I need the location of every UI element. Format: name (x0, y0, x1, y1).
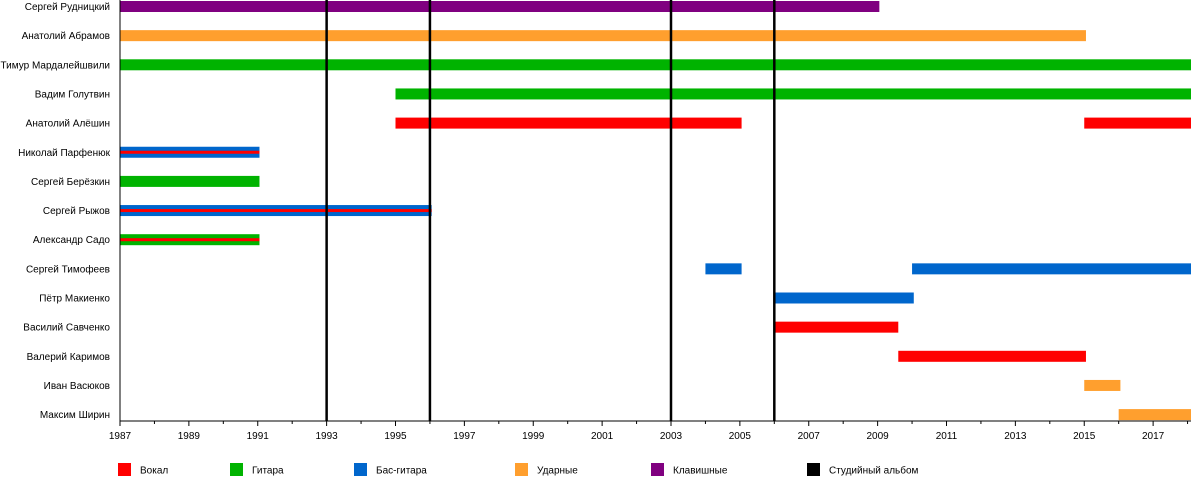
member-bar-stripe-vocal (120, 238, 260, 242)
legend-label-guitar: Гитара (252, 466, 284, 477)
x-tick-label: 1987 (109, 431, 132, 442)
member-name-label: Вадим Голутвин (35, 89, 110, 100)
member-bar-vocal (395, 117, 742, 129)
member-bar-keys (120, 1, 880, 12)
legend-swatch-guitar (230, 463, 243, 476)
x-tick-label: 1991 (247, 431, 270, 442)
legend-swatch-drums (515, 463, 528, 476)
x-tick-label: 2003 (660, 431, 683, 442)
legend-swatch-keys (651, 463, 664, 476)
member-bar-guitar (395, 88, 1191, 100)
legend-label-keys: Клавишные (673, 466, 728, 477)
member-bar-guitar (120, 175, 260, 187)
member-name-label: Сергей Рудницкий (25, 2, 110, 13)
x-tick-label: 1989 (178, 431, 201, 442)
member-bar-drums (1118, 409, 1191, 421)
member-name-label: Иван Васюков (44, 381, 110, 392)
member-bar-stripe-vocal (120, 150, 260, 154)
x-tick-label: 2009 (866, 431, 889, 442)
member-name-label: Анатолий Алёшин (26, 119, 110, 130)
member-bar-bass (912, 263, 1191, 275)
legend: Вокал Гитара Бас-гитара Ударные Клавишные Сту… (118, 463, 919, 477)
x-tick-label: 2017 (1142, 431, 1165, 442)
member-bar-drums (120, 30, 1086, 42)
member-name-label: Сергей Рыжов (43, 206, 110, 217)
album-lines (325, 0, 776, 421)
x-axis: 1987 1989 1991 1993 1995 1997 1999 2001 2003 2005… (109, 0, 1191, 442)
legend-label-album: Студийный альбом (829, 465, 919, 477)
member-name-label: Василий Савченко (23, 323, 110, 334)
member-bar-drums (1084, 379, 1121, 391)
x-tick-label: 1997 (453, 431, 476, 442)
legend-label-drums: Ударные (537, 466, 578, 477)
member-name-label: Сергей Берёзкин (31, 177, 110, 188)
x-tick-label: 1999 (522, 431, 545, 442)
member-bar-bass (705, 263, 742, 275)
member-bar-vocal (898, 350, 1086, 362)
x-tick-label: 1995 (384, 431, 407, 442)
member-name-label: Николай Парфенюк (18, 147, 111, 159)
x-tick-label: 2007 (798, 431, 821, 442)
member-name-label: Александр Садо (33, 235, 111, 246)
member-bar-bass (774, 292, 914, 304)
member-name-label: Валерий Каримов (27, 352, 110, 363)
member-labels: Сергей Рудницкий Анатолий Абрамов Тимур Ма… (0, 2, 110, 421)
member-name-label: Анатолий Абрамов (22, 30, 110, 42)
member-bar-vocal (774, 321, 899, 333)
member-name-label: Тимур Мардалейшвили (0, 60, 110, 71)
legend-swatch-vocal (118, 463, 131, 476)
member-bar-guitar (120, 59, 1191, 71)
legend-swatch-album (807, 463, 820, 476)
x-tick-label: 2013 (1004, 431, 1027, 442)
x-tick-label: 2011 (936, 431, 958, 442)
x-tick-label: 2005 (729, 431, 752, 442)
x-tick-label: 1993 (315, 431, 338, 442)
x-tick-label: 2001 (591, 431, 614, 442)
member-bars (120, 1, 1191, 421)
member-bar-vocal (1084, 117, 1191, 129)
legend-label-bass: Бас-гитара (376, 466, 427, 477)
x-tick-label: 2015 (1073, 431, 1096, 442)
member-name-label: Максим Ширин (40, 410, 110, 421)
member-name-label: Пётр Макиенко (39, 294, 110, 305)
legend-label-vocal: Вокал (140, 466, 168, 477)
member-bar-stripe-vocal (120, 209, 432, 213)
legend-swatch-bass (354, 463, 367, 476)
member-name-label: Сергей Тимофеев (26, 263, 110, 275)
